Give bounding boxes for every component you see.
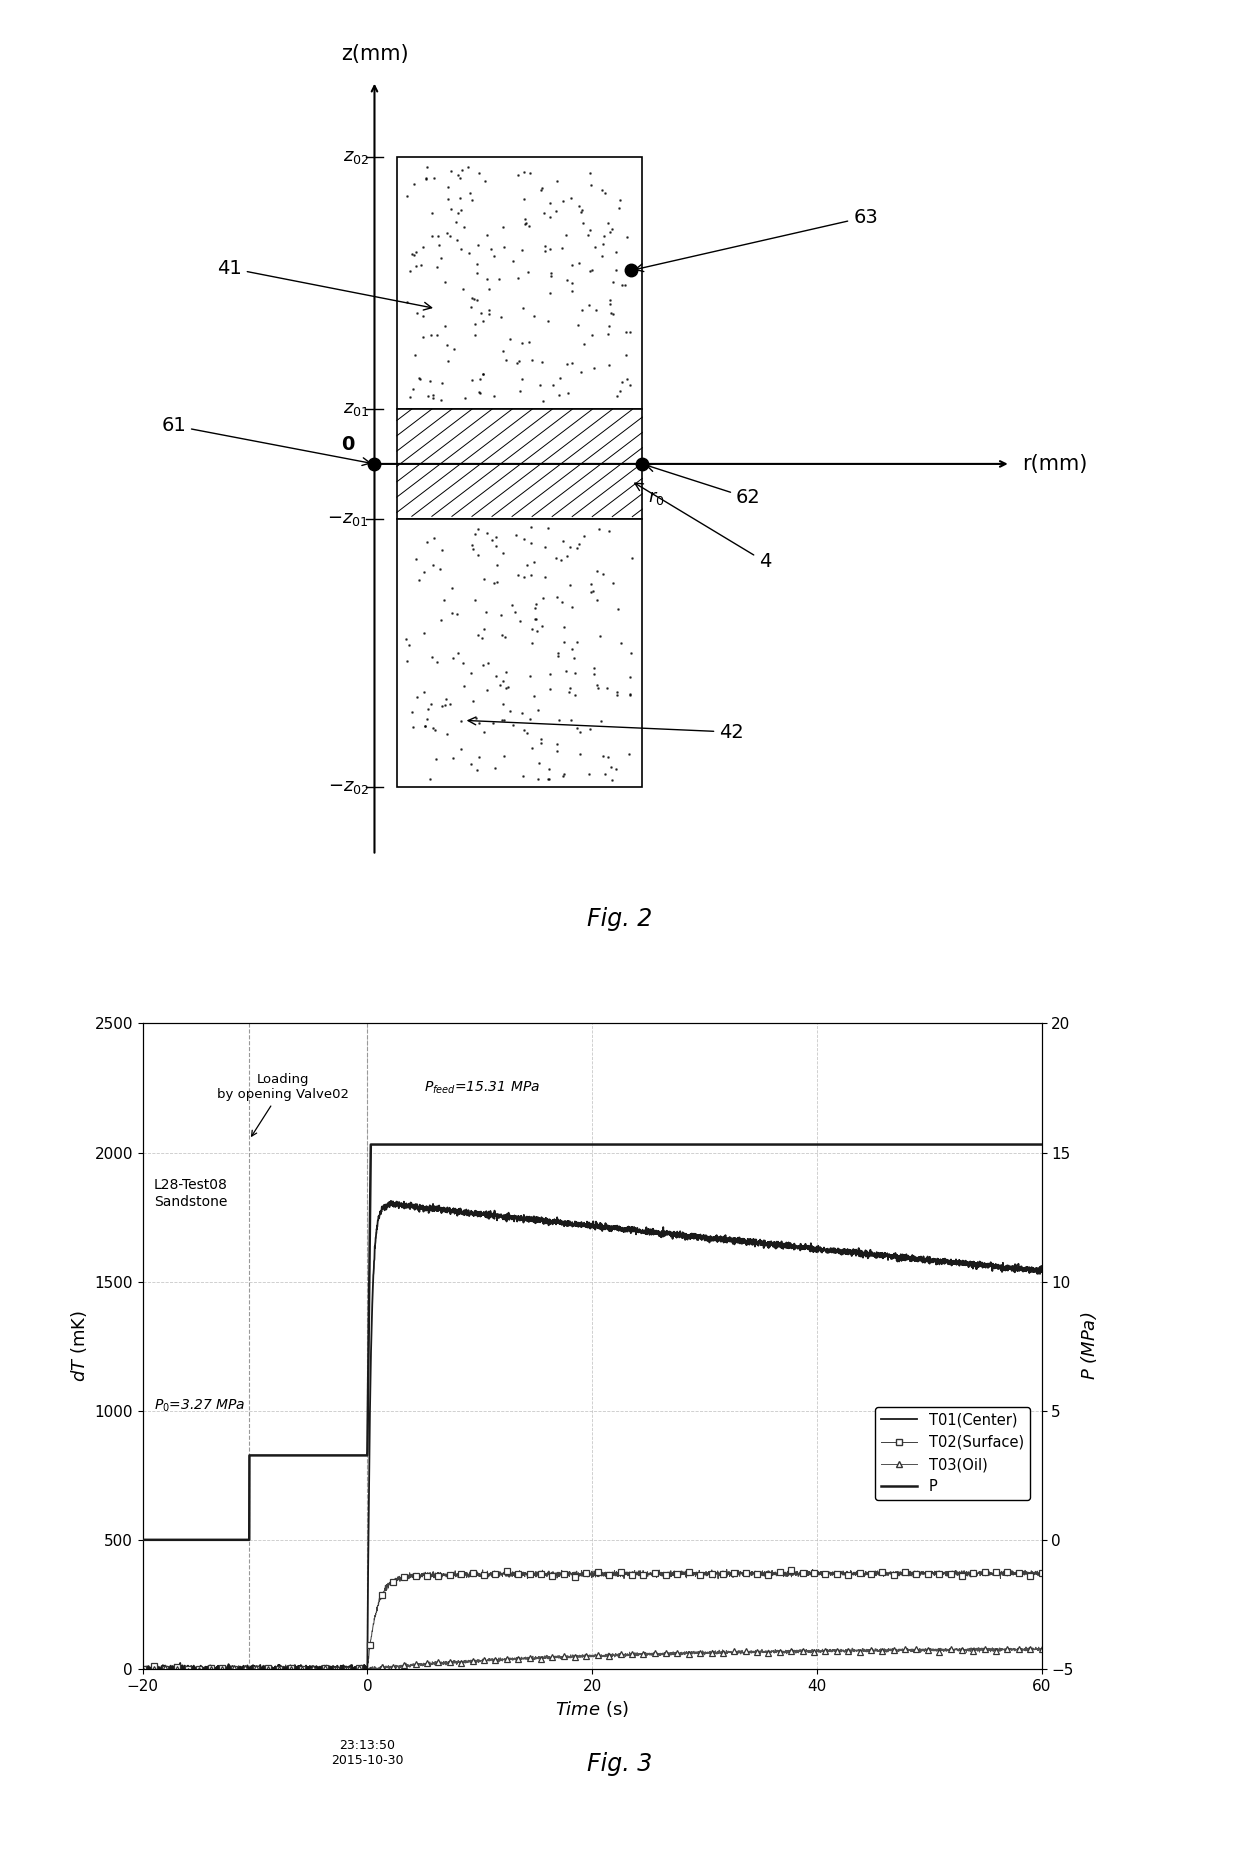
- Text: $r_0$: $r_0$: [647, 490, 665, 507]
- Text: Fig. 2: Fig. 2: [588, 907, 652, 930]
- Bar: [397, 157, 642, 408]
- Text: 42: 42: [467, 717, 744, 741]
- Text: 0: 0: [341, 434, 355, 453]
- Text: 41: 41: [217, 258, 432, 311]
- Text: 63: 63: [635, 208, 878, 271]
- Y-axis label: $P$ (MPa): $P$ (MPa): [1079, 1312, 1099, 1381]
- Text: $z_{01}$: $z_{01}$: [342, 400, 370, 417]
- Text: Fig. 3: Fig. 3: [588, 1753, 652, 1776]
- Text: z(mm): z(mm): [341, 43, 408, 64]
- Text: $-z_{02}$: $-z_{02}$: [327, 778, 370, 797]
- Bar: [397, 408, 642, 520]
- Text: 61: 61: [161, 415, 371, 466]
- Text: 4: 4: [635, 483, 771, 571]
- Text: L28-Test08
Sandstone: L28-Test08 Sandstone: [154, 1179, 228, 1209]
- Text: 23:13:50
2015-10-30: 23:13:50 2015-10-30: [331, 1738, 403, 1766]
- Bar: [397, 520, 642, 788]
- Legend: T01(Center), T02(Surface), T03(Oil), P: T01(Center), T02(Surface), T03(Oil), P: [875, 1407, 1029, 1501]
- Text: $-z_{01}$: $-z_{01}$: [327, 511, 370, 528]
- Text: r(mm): r(mm): [1022, 455, 1087, 473]
- Y-axis label: $dT$ (mK): $dT$ (mK): [69, 1310, 89, 1383]
- Text: Loading
by opening Valve02: Loading by opening Valve02: [217, 1072, 350, 1136]
- Text: $z_{02}$: $z_{02}$: [342, 148, 370, 167]
- Text: 62: 62: [646, 464, 760, 507]
- X-axis label: $\it{Time}$ (s): $\it{Time}$ (s): [556, 1699, 629, 1719]
- Text: $P_{feed}$=15.31 MPa: $P_{feed}$=15.31 MPa: [424, 1080, 539, 1096]
- Text: $P_0$=3.27 MPa: $P_0$=3.27 MPa: [154, 1398, 246, 1414]
